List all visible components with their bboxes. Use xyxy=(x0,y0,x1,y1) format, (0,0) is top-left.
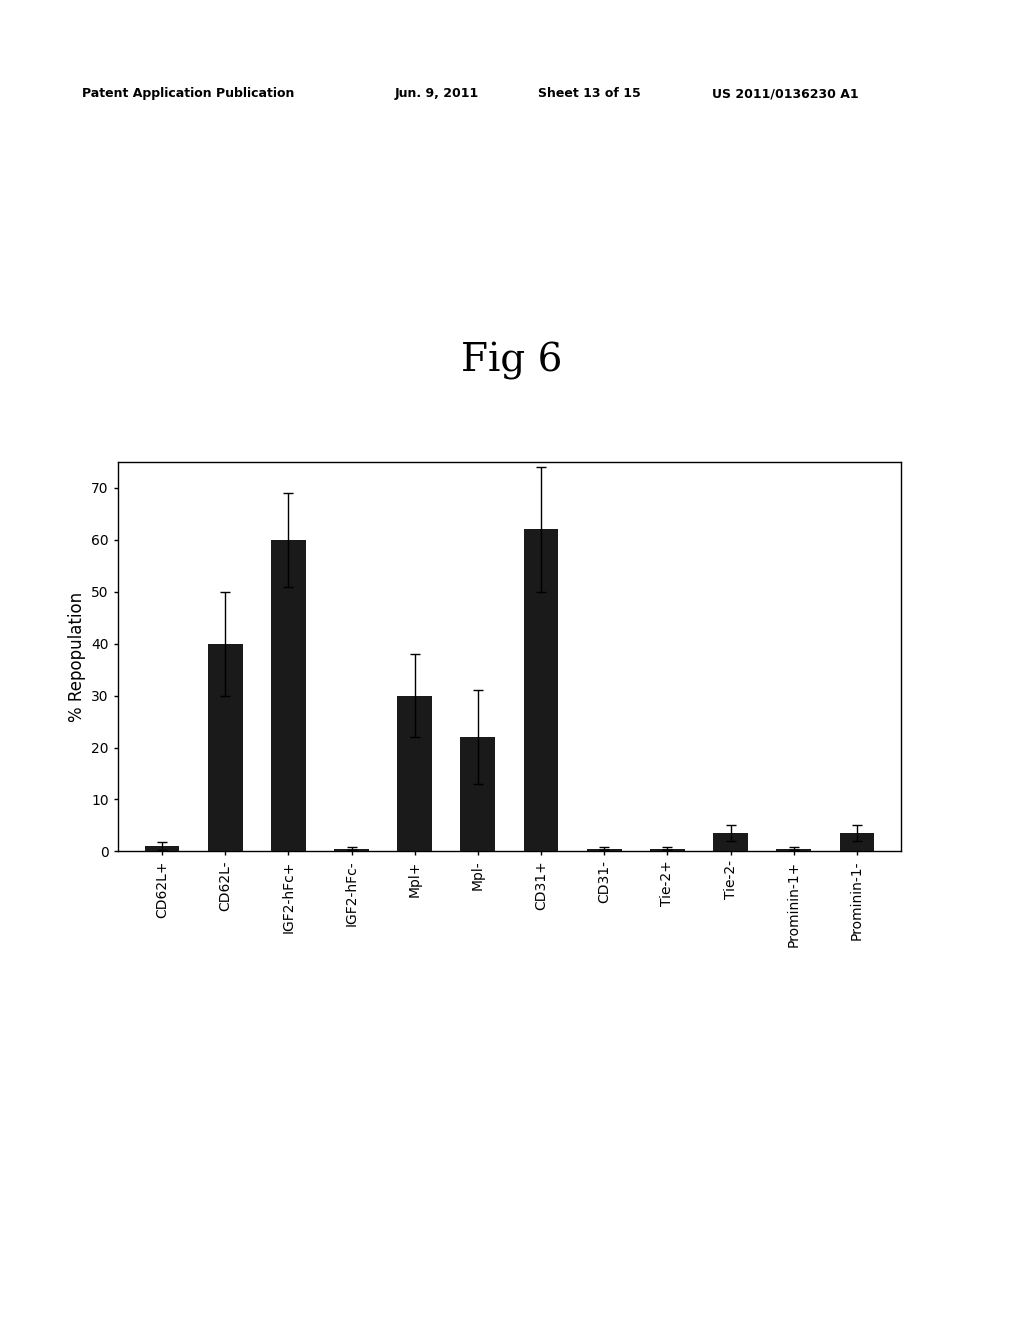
Bar xyxy=(776,849,811,851)
Bar xyxy=(587,849,622,851)
Bar xyxy=(840,833,874,851)
Bar xyxy=(713,833,748,851)
Bar xyxy=(397,696,432,851)
Bar xyxy=(208,644,243,851)
Text: Fig 6: Fig 6 xyxy=(462,342,562,380)
Y-axis label: % Repopulation: % Repopulation xyxy=(68,591,86,722)
Text: Patent Application Publication: Patent Application Publication xyxy=(82,87,294,100)
Bar xyxy=(144,846,179,851)
Text: US 2011/0136230 A1: US 2011/0136230 A1 xyxy=(712,87,858,100)
Bar xyxy=(334,849,369,851)
Bar xyxy=(271,540,306,851)
Bar xyxy=(461,737,496,851)
Text: Jun. 9, 2011: Jun. 9, 2011 xyxy=(394,87,478,100)
Bar xyxy=(650,849,685,851)
Bar xyxy=(523,529,558,851)
Text: Sheet 13 of 15: Sheet 13 of 15 xyxy=(538,87,640,100)
